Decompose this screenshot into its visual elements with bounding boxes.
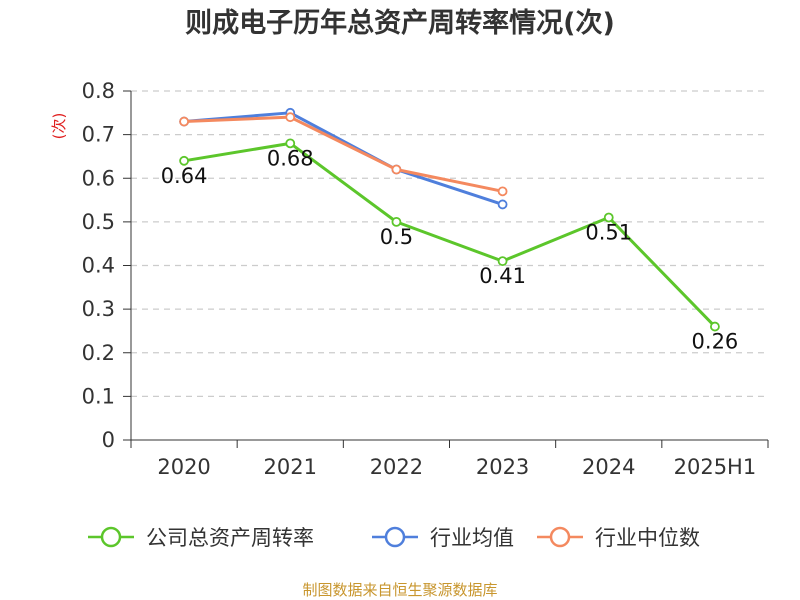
series-0-point-2021[interactable] xyxy=(285,138,296,149)
data-labels: 0.64 0.68 0.5 0.41 0.51 0.26 xyxy=(161,146,739,353)
x-tick-label-2021: 2021 xyxy=(264,455,317,479)
legend[interactable]: 公司总资产周转率 行业均值 行业中位数 xyxy=(88,526,700,550)
series-1-point-2023[interactable] xyxy=(497,199,508,210)
legend-item-1[interactable]: 行业均值 xyxy=(372,526,514,550)
legend-marker-2 xyxy=(549,526,571,548)
series-0-point-2022[interactable] xyxy=(391,216,402,227)
y-tick-label-0.7: 0.7 xyxy=(82,123,115,147)
series-group xyxy=(179,107,720,332)
y-axis-unit-label: (次) xyxy=(50,113,68,140)
y-tick-label-0.4: 0.4 xyxy=(82,254,115,278)
data-label-2020: 0.64 xyxy=(161,164,208,188)
series-line-2 xyxy=(184,115,503,193)
series-2-point-2022[interactable] xyxy=(391,164,402,175)
x-axis-ticks: 2020 2021 2022 2023 2024 2025H1 xyxy=(130,440,769,479)
y-tick-label-0: 0 xyxy=(102,428,115,452)
x-tick-label-2025H1: 2025H1 xyxy=(674,455,757,479)
series-0-point-2020[interactable] xyxy=(179,155,189,166)
y-tick-label-0.8: 0.8 xyxy=(82,79,115,103)
legend-marker-0 xyxy=(100,526,122,548)
source-note: 制图数据来自恒生聚源数据库 xyxy=(302,581,497,599)
series-line-1 xyxy=(183,111,504,206)
series-2-point-2023[interactable] xyxy=(497,186,508,197)
x-tick-label-2023: 2023 xyxy=(476,455,529,479)
series-2-point-2021[interactable] xyxy=(285,112,296,123)
y-tick-label-0.3: 0.3 xyxy=(82,297,115,321)
x-tick-label-2020: 2020 xyxy=(157,455,210,479)
y-tick-label-0.1: 0.1 xyxy=(82,384,115,408)
y-tick-label-0.6: 0.6 xyxy=(82,166,115,190)
series-0-point-2025H1[interactable] xyxy=(710,321,720,332)
legend-item-0[interactable]: 公司总资产周转率 xyxy=(88,526,314,550)
series-0-point-2024[interactable] xyxy=(603,212,614,223)
data-label-2023: 0.41 xyxy=(479,264,526,288)
x-tick-label-2024: 2024 xyxy=(582,455,635,479)
gridlines xyxy=(131,90,768,397)
data-label-2025H1: 0.26 xyxy=(692,330,739,354)
chart-title: 则成电子历年总资产周转率情况(次) xyxy=(185,7,615,39)
legend-marker-1 xyxy=(384,526,406,548)
y-axis-ticks: 0 0.1 0.2 0.3 0.4 0.5 0.6 0.7 0.8 xyxy=(82,79,131,452)
series-2-point-2020[interactable] xyxy=(179,116,189,127)
y-tick-label-0.2: 0.2 xyxy=(82,341,115,365)
data-label-2022: 0.5 xyxy=(380,225,413,249)
legend-label-0: 公司总资产周转率 xyxy=(146,526,314,550)
series-line-0 xyxy=(183,141,716,328)
y-tick-label-0.5: 0.5 xyxy=(82,210,115,234)
x-tick-label-2022: 2022 xyxy=(370,455,423,479)
data-label-2021: 0.68 xyxy=(267,146,314,170)
legend-item-2[interactable]: 行业中位数 xyxy=(537,526,700,550)
legend-label-2: 行业中位数 xyxy=(595,526,700,550)
data-label-2024: 0.51 xyxy=(585,221,632,245)
series-0-point-2023[interactable] xyxy=(497,256,508,267)
legend-label-1: 行业均值 xyxy=(430,526,514,550)
